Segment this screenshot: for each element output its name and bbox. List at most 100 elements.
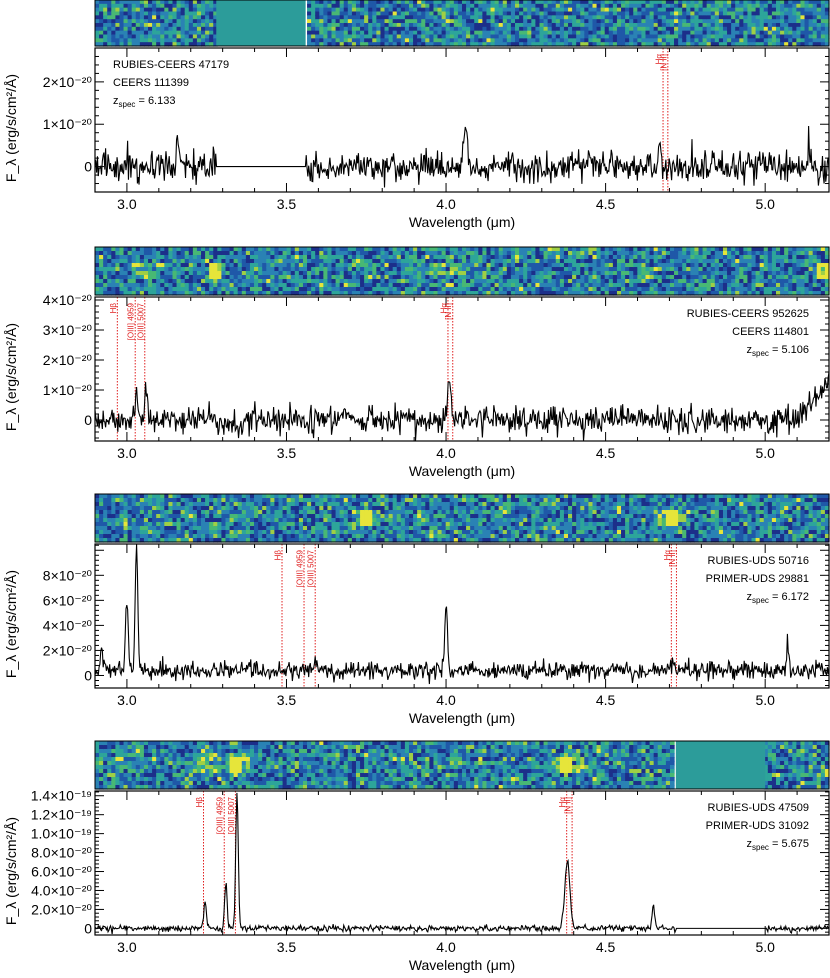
x-tick-label-1-2: 3.5 bbox=[277, 196, 297, 212]
y-tick-label-4-5: 8.0×10⁻²⁰ bbox=[31, 845, 92, 861]
spectrum-2d-frame-3 bbox=[94, 493, 830, 543]
x-tick-label-1-1: 3.0 bbox=[117, 196, 137, 212]
redshift-label-1: zspec = 6.133 bbox=[113, 95, 175, 109]
x-tick-label-3-1: 3.0 bbox=[117, 692, 137, 708]
y-tick-label-2-4: 3×10⁻²⁰ bbox=[43, 322, 93, 338]
x-tick-label-4-5: 5.0 bbox=[755, 939, 775, 955]
y-tick-label-1-2: 1×10⁻²⁰ bbox=[43, 116, 93, 132]
spectrum-panel-1: 3.0 3.5 4.0 4.5 5.0 0 1×10⁻²⁰ 2×10⁻²⁰ Wavelength… bbox=[3, 47, 830, 230]
redshift-label-3: zspec = 6.172 bbox=[747, 591, 809, 605]
y-tick-label-1-1: 0 bbox=[84, 159, 92, 175]
spectrum-2d-frame-1 bbox=[94, 0, 830, 47]
y-tick-label-1-3: 2×10⁻²⁰ bbox=[43, 74, 93, 90]
object-name-1-1: RUBIES-CEERS 47179 bbox=[113, 59, 229, 71]
y-tick-label-2-1: 0 bbox=[84, 412, 92, 428]
x-tick-label-2-3: 4.0 bbox=[436, 445, 456, 461]
spectrum-2d-gap-4-1 bbox=[675, 741, 766, 789]
plot-frame-4 bbox=[94, 790, 830, 936]
object-name-2-1: RUBIES-CEERS 952625 bbox=[687, 308, 809, 320]
x-tick-label-1-3: 4.0 bbox=[436, 196, 456, 212]
y-tick-label-4-4: 6.0×10⁻²⁰ bbox=[31, 864, 92, 880]
y-tick-label-4-3: 4.0×10⁻²⁰ bbox=[31, 882, 92, 898]
y-tick-label-4-8: 1.4×10⁻¹⁹ bbox=[31, 788, 92, 804]
x-tick-label-4-1: 3.0 bbox=[117, 939, 137, 955]
spectrum-2d-frame-2 bbox=[94, 246, 830, 296]
y-tick-label-3-5: 8×10⁻²⁰ bbox=[43, 567, 93, 583]
object-name-3-2: PRIMER-UDS 29881 bbox=[706, 573, 809, 585]
y-tick-label-3-3: 4×10⁻²⁰ bbox=[43, 617, 93, 633]
line-label-3-1: Hβ bbox=[274, 550, 283, 561]
x-tick-label-3-2: 3.5 bbox=[277, 692, 297, 708]
x-axis-title-2: Wavelength (μm) bbox=[409, 463, 515, 479]
x-tick-label-3-3: 4.0 bbox=[436, 692, 456, 708]
y-tick-label-3-4: 6×10⁻²⁰ bbox=[43, 592, 93, 608]
line-label-2-4: Hα bbox=[439, 303, 448, 314]
x-tick-label-2-2: 3.5 bbox=[277, 445, 297, 461]
x-tick-label-2-4: 4.5 bbox=[596, 445, 616, 461]
line-label-2-1: Hβ bbox=[109, 303, 118, 314]
x-tick-label-4-2: 3.5 bbox=[277, 939, 297, 955]
line-label-2-3: [OIII] 5007 bbox=[136, 302, 145, 340]
object-name-4-2: PRIMER-UDS 31092 bbox=[706, 820, 809, 832]
line-label-4-2: [OIII] 4959 bbox=[216, 796, 225, 834]
line-label-3-3: [OIII] 5007 bbox=[307, 549, 316, 587]
line-label-3-5: [N II] bbox=[668, 550, 677, 567]
spectrum-panel-3: 3.0 3.5 4.0 4.5 5.0 0 2×10⁻²⁰ 4×10⁻²⁰ 6×10⁻²⁰ 8×1… bbox=[3, 543, 830, 726]
x-tick-label-4-3: 4.0 bbox=[436, 939, 456, 955]
plot-frame-3 bbox=[94, 543, 830, 689]
x-tick-label-3-4: 4.5 bbox=[596, 692, 616, 708]
object-name-2-2: CEERS 114801 bbox=[732, 326, 809, 338]
spectrum-panel-2: 3.0 3.5 4.0 4.5 5.0 0 1×10⁻²⁰ 2×10⁻²⁰ 3×10⁻²⁰ 4×1… bbox=[3, 292, 830, 479]
line-label-2-2: [OIII] 4959 bbox=[127, 302, 136, 340]
line-label-4-3: [OIII] 5007 bbox=[227, 796, 236, 834]
x-tick-label-3-5: 5.0 bbox=[755, 692, 775, 708]
spectrum-2d-1 bbox=[95, 0, 830, 47]
x-axis-title-3: Wavelength (μm) bbox=[409, 710, 515, 726]
flux-spectrum-3 bbox=[95, 544, 829, 685]
object-name-1-2: CEERS 111399 bbox=[113, 77, 189, 89]
plot-frame-1 bbox=[94, 47, 830, 193]
line-label-4-1: Hβ bbox=[195, 797, 204, 808]
redshift-label-2: zspec = 5.106 bbox=[747, 344, 809, 358]
spectrum-2d-3 bbox=[95, 494, 830, 543]
y-tick-label-4-7: 1.2×10⁻¹⁹ bbox=[31, 807, 92, 823]
y-tick-label-2-2: 1×10⁻²⁰ bbox=[43, 382, 93, 398]
plot-frame-2 bbox=[94, 296, 830, 442]
y-tick-label-2-3: 2×10⁻²⁰ bbox=[43, 352, 93, 368]
line-label-4-5: [N II] bbox=[564, 797, 573, 814]
x-tick-label-1-5: 5.0 bbox=[755, 196, 775, 212]
y-tick-label-3-2: 2×10⁻²⁰ bbox=[43, 642, 93, 658]
y-tick-label-2-5: 4×10⁻²⁰ bbox=[43, 292, 93, 308]
spectrum-2d-4 bbox=[95, 741, 830, 790]
y-axis-title-3: F_λ (erg/s/cm²/Å) bbox=[3, 570, 19, 678]
y-tick-label-4-6: 1.0×10⁻¹⁹ bbox=[31, 826, 92, 842]
x-tick-label-4-4: 4.5 bbox=[596, 939, 616, 955]
flux-spectrum-4 bbox=[95, 792, 829, 935]
spectrum-2d-2 bbox=[95, 247, 830, 296]
flux-spectrum-2 bbox=[95, 372, 829, 441]
x-axis-title-4: Wavelength (μm) bbox=[409, 957, 515, 973]
y-tick-label-4-1: 0 bbox=[84, 920, 92, 936]
redshift-label-4: zspec = 5.675 bbox=[747, 838, 809, 852]
flux-spectrum-1 bbox=[95, 125, 829, 188]
y-axis-title-1: F_λ (erg/s/cm²/Å) bbox=[3, 74, 19, 182]
x-tick-label-2-1: 3.0 bbox=[117, 445, 137, 461]
y-tick-label-3-1: 0 bbox=[84, 667, 92, 683]
spectrum-2d-frame-4 bbox=[94, 740, 830, 790]
object-name-3-1: RUBIES-UDS 50716 bbox=[708, 555, 810, 567]
line-label-4-4: Hα bbox=[558, 797, 567, 808]
line-label-1-2: [N II] bbox=[659, 54, 668, 71]
y-tick-label-4-2: 2.0×10⁻²⁰ bbox=[31, 901, 92, 917]
line-label-1-1: Hα bbox=[655, 54, 664, 65]
line-label-2-5: [N II] bbox=[444, 303, 453, 320]
x-tick-label-1-4: 4.5 bbox=[596, 196, 616, 212]
y-axis-title-4: F_λ (erg/s/cm²/Å) bbox=[3, 817, 19, 925]
line-label-3-4: Hα bbox=[663, 550, 672, 561]
spectrum-2d-gap-1-1 bbox=[216, 0, 306, 46]
spectrum-panel-4: 3.0 3.5 4.0 4.5 5.0 0 2.0×10⁻²⁰ 4.0×10⁻²⁰ 6.0×10… bbox=[3, 788, 830, 973]
x-tick-label-2-5: 5.0 bbox=[755, 445, 775, 461]
object-name-4-1: RUBIES-UDS 47509 bbox=[708, 802, 810, 814]
y-axis-title-2: F_λ (erg/s/cm²/Å) bbox=[3, 323, 19, 431]
x-axis-title-1: Wavelength (μm) bbox=[409, 214, 515, 230]
